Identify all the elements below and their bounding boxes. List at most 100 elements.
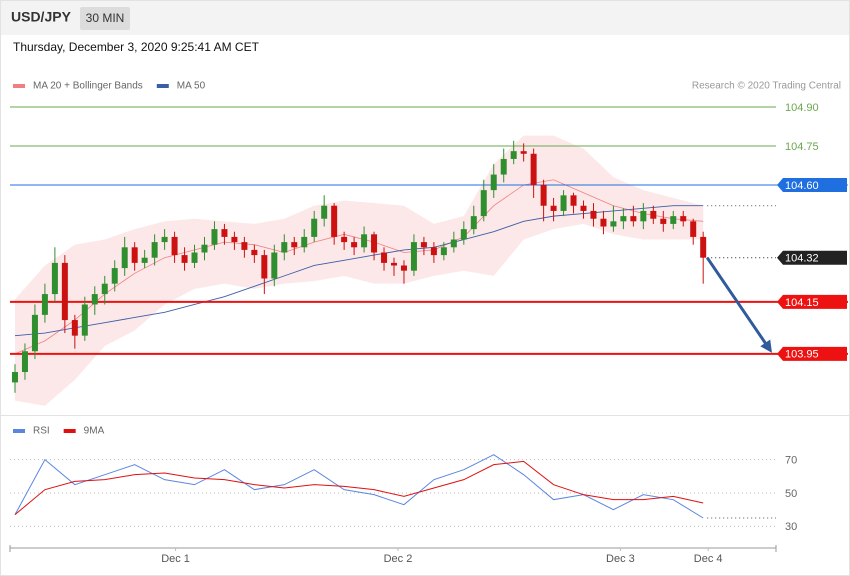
candle-body [191,252,198,263]
ma-line [14,205,704,337]
candle-body [201,244,208,253]
ma-line [14,179,704,355]
candle-body [11,372,18,383]
candle-body [91,294,98,305]
candle-body [261,255,268,279]
x-tick-label: Dec 3 [606,553,635,565]
chart-title: USD/JPY [11,9,72,25]
candle-body [430,247,437,256]
candle-body [311,218,318,237]
candle-body [550,205,557,211]
candle-body [351,242,358,248]
candle-body [81,304,88,336]
candle-body [540,184,547,206]
candle-body [500,158,507,175]
legend-swatch [156,84,169,88]
candle-body [620,216,627,222]
level-label: 104.75 [785,141,819,153]
y-tick-label: 30 [785,521,797,533]
candle-body [271,252,278,279]
candle-body [331,205,338,237]
x-tick-label: Dec 1 [161,553,190,565]
candle-body [420,242,427,248]
candle-body [670,216,677,224]
legend-label: MA 50 [177,81,206,92]
candle-body [51,262,58,295]
candle-body [141,257,148,263]
candle-body [440,247,447,256]
candle-body [151,242,158,258]
candle-body [111,268,118,284]
subtitle: Thursday, December 3, 2020 9:25:41 AM CE… [13,40,260,54]
candle-body [630,216,637,222]
forecast-arrow [705,256,769,348]
forecast-arrow-head [760,339,772,353]
candle-body [211,229,218,245]
candle-body [480,190,487,217]
candle-body [21,351,28,373]
x-tick-label: Dec 2 [384,553,413,565]
candle-body [450,239,457,248]
candle-body [650,210,657,219]
candle-body [560,195,567,211]
level-label: 104.90 [785,102,819,114]
candle-body [381,252,388,263]
level-tag [777,250,847,265]
candle-body [610,221,617,227]
candle-body [410,242,417,271]
candle-body [700,236,707,258]
candle-body [281,242,288,253]
timeframe[interactable]: 30 MIN [86,11,125,25]
candle-body [690,221,697,237]
candle-body [400,265,407,271]
level-label: 104.32 [785,253,819,265]
candle-body [460,229,467,240]
legend-label: MA 20 + Bollinger Bands [33,81,143,92]
candle-body [580,205,587,211]
y-tick-label: 70 [785,455,797,467]
candle-body [660,218,667,224]
candle-body [680,216,687,222]
candle-body [31,314,38,352]
candle-body [71,320,78,336]
level-tag [777,177,847,192]
legend-label: RSI [33,426,50,437]
candle-body [161,236,168,243]
candle-body [171,236,178,256]
level-tag [777,346,847,361]
candle-body [390,262,397,266]
candle-body [251,249,258,256]
candle-body [530,153,537,185]
candle-body [241,242,248,250]
level-tag [777,294,847,309]
header-bar [1,1,849,35]
candle-body [321,205,328,219]
candle-body [221,229,228,237]
credit: Research © 2020 Trading Central [692,81,841,92]
y-tick-label: 50 [785,488,797,500]
rsi-line [14,454,704,519]
timeframe-box[interactable] [80,7,130,30]
candle-body [231,236,238,243]
candle-body [101,283,108,295]
level-label: 103.95 [785,349,819,361]
candle-body [181,255,188,263]
candle-body [121,247,128,269]
candle-body [301,236,308,248]
candle-body [41,294,48,315]
candle-body [61,262,68,321]
legend-label: 9MA [84,426,105,437]
candle-body [490,174,497,191]
candle-body [640,210,647,222]
candle-body [590,210,597,219]
candle-body [600,218,607,227]
legend-swatch [13,84,25,88]
legend-swatch [63,429,76,433]
rsi-line [14,460,704,516]
candle-body [131,247,138,263]
candle-body [470,216,477,230]
candle-body [291,242,298,248]
candle-body [371,234,378,253]
